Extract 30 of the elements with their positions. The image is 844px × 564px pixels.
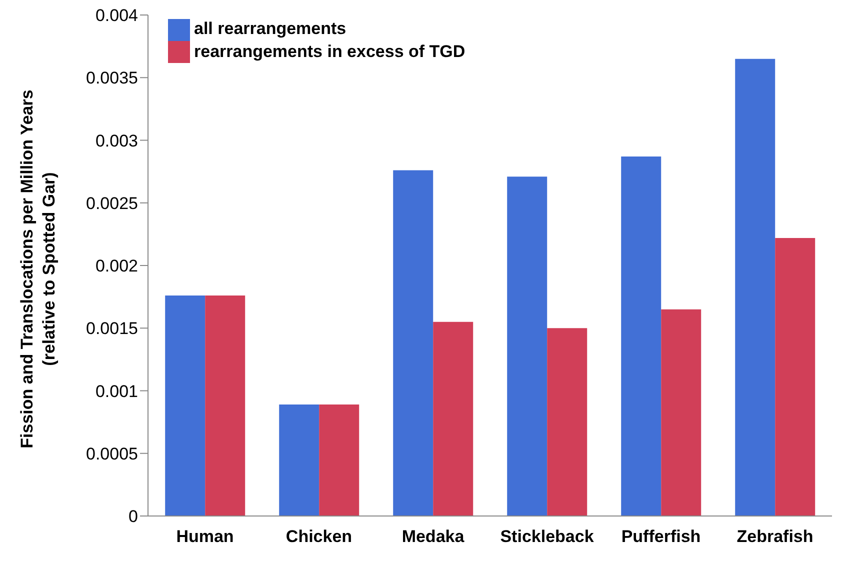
y-tick-label: 0.004: [95, 6, 138, 26]
y-axis-title: Fission and Translocations per Million Years (relative to Spotted Gar): [16, 90, 59, 448]
bar: [433, 322, 474, 516]
bar: [621, 156, 662, 516]
legend-label: all rearrangements: [194, 19, 346, 38]
y-tick-label: 0.0035: [86, 68, 138, 88]
bar: [319, 404, 360, 516]
bar: [165, 296, 206, 516]
y-tick-label: 0.0005: [86, 444, 138, 464]
x-tick-label: Pufferfish: [621, 527, 701, 546]
bar: [547, 328, 588, 516]
bar: [393, 170, 434, 516]
legend-label: rearrangements in excess of TGD: [194, 42, 466, 61]
y-tick-label: 0.003: [95, 131, 138, 150]
bar: [507, 176, 548, 516]
bar: [735, 58, 776, 516]
y-tick-label: 0.002: [95, 256, 138, 276]
bar: [279, 404, 320, 516]
x-tick-label: Stickleback: [500, 527, 594, 546]
bar: [661, 309, 702, 516]
x-tick-label: Medaka: [402, 527, 465, 546]
y-tick-label: 0.0015: [86, 319, 138, 338]
y-tick-label: 0.001: [95, 382, 138, 401]
bar: [775, 238, 816, 516]
y-tick-label: 0.0025: [86, 194, 138, 213]
x-tick-label: Chicken: [286, 527, 352, 546]
x-tick-label: Human: [176, 527, 234, 546]
bar: [205, 296, 246, 516]
x-tick-label: Zebrafish: [736, 527, 814, 546]
y-tick-label: 0: [128, 507, 138, 526]
